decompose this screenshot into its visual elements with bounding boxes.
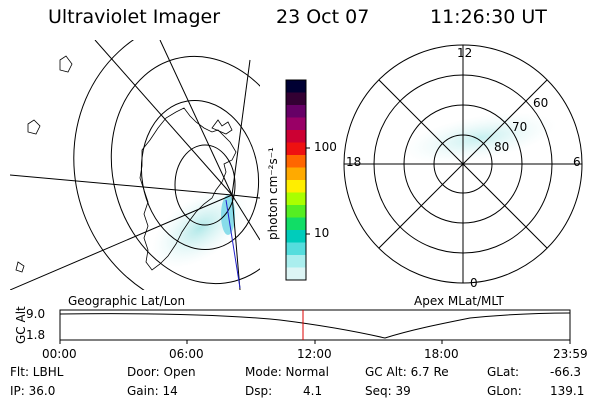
- gc-alt-info: GC Alt: 6.7 Re: [365, 365, 449, 379]
- aurora-emission-geo: [151, 188, 249, 268]
- colorbar-band: [286, 180, 306, 193]
- colorbar-band: [286, 217, 306, 231]
- geographic-panel-label: Geographic Lat/Lon: [68, 294, 186, 308]
- altitude-ytick: 1.8: [26, 328, 46, 342]
- mlat-label-70: 70: [512, 120, 528, 134]
- colorbar-band: [286, 92, 306, 106]
- mlt-label-0: 0: [470, 276, 478, 290]
- coastline: [139, 107, 237, 271]
- polar-meridian: [378, 79, 548, 249]
- time-label: 11:26:30 UT: [430, 6, 547, 28]
- mlat-label-60: 60: [533, 96, 549, 110]
- colorbar-band: [286, 192, 306, 206]
- colorbar-band: [286, 255, 306, 268]
- glat-label: GLat:: [487, 365, 520, 379]
- colorbar-band: [286, 105, 306, 118]
- altitude-ytick: 9.0: [26, 307, 46, 321]
- gain-info: Gain: 14: [127, 384, 178, 398]
- glon-value: 139.1: [550, 384, 585, 398]
- door-info: Door: Open: [127, 365, 196, 379]
- time-tick-2359: 23:59: [553, 347, 588, 361]
- altitude-plot: [59, 309, 571, 344]
- glat-value: -66.3: [550, 365, 582, 379]
- geo-lat-circle: [110, 55, 260, 285]
- mlt-label-12: 12: [457, 46, 473, 60]
- glon-label: GLon:: [487, 384, 522, 398]
- mlat-label-80: 80: [494, 140, 510, 154]
- colorbar-tick-label: 10: [314, 226, 330, 240]
- colorbar-band: [286, 117, 306, 131]
- colorbar-band: [286, 242, 306, 256]
- polar-panel-label: Apex MLat/MLT: [414, 294, 504, 308]
- colorbar-band: [286, 267, 306, 281]
- colorbar-band: [286, 167, 306, 181]
- mode-info: Mode: Normal: [245, 365, 329, 379]
- geo-lat-circle: [140, 99, 260, 251]
- time-tick-1800: 18:00: [424, 347, 459, 361]
- time-tick-1200: 12:00: [297, 347, 332, 361]
- mlt-label-18: 18: [346, 155, 362, 169]
- ip-info: IP: 36.0: [10, 384, 56, 398]
- mlt-label-6: 6: [573, 155, 581, 169]
- dsp-label: Dsp:: [245, 384, 273, 398]
- aurora-emission-polar: [403, 112, 557, 164]
- filter-info: Flt: LBHL: [10, 365, 64, 379]
- date-label: 23 Oct 07: [276, 6, 370, 28]
- time-tick-0000: 00:00: [42, 347, 77, 361]
- colorbar-unit-label: photon cm⁻²s⁻¹: [266, 147, 280, 240]
- colorbar-band: [286, 80, 306, 93]
- time-tick-0600: 06:00: [169, 347, 204, 361]
- colorbar: [286, 80, 306, 281]
- geo-lat-circle: [73, 40, 260, 290]
- polar-mlat-mlt-panel: [343, 44, 583, 284]
- colorbar-tick-label: 100: [314, 140, 337, 154]
- geo-lat-circle: [174, 144, 236, 226]
- instrument-title: Ultraviolet Imager: [48, 6, 221, 28]
- seq-info: Seq: 39: [365, 384, 411, 398]
- altitude-curve: [59, 312, 571, 339]
- colorbar-band: [286, 205, 306, 218]
- colorbar-band: [286, 155, 306, 168]
- dsp-value: 4.1: [303, 384, 323, 398]
- colorbar-band: [286, 130, 306, 143]
- colorbar-frame: [285, 79, 307, 281]
- colorbar-band: [286, 142, 306, 156]
- colorbar-band: [286, 230, 306, 243]
- geographic-map-panel: [10, 40, 260, 290]
- satellite-track: [225, 199, 241, 289]
